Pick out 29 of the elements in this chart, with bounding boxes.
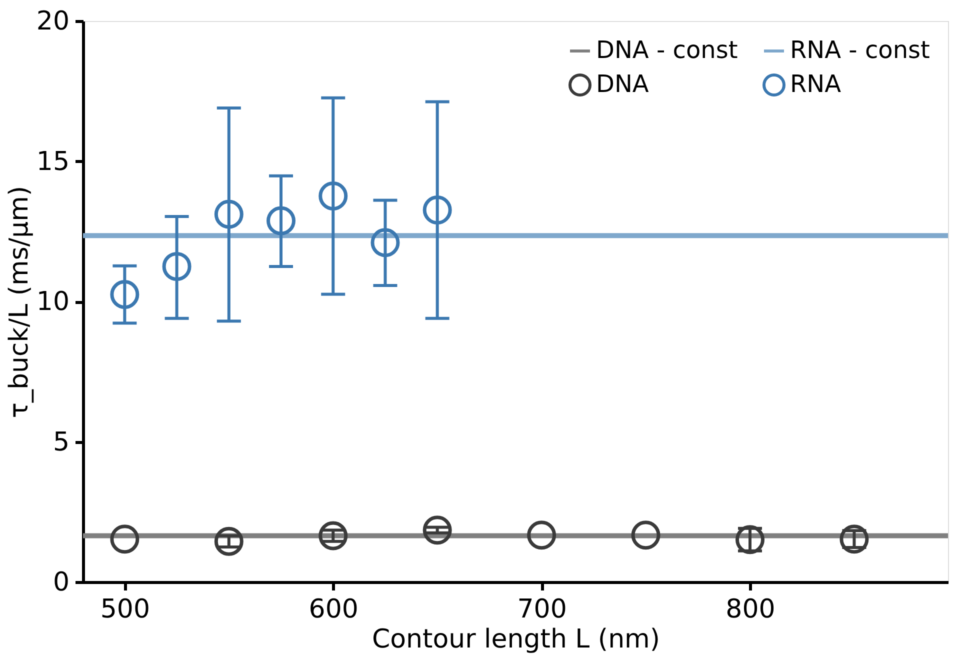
point (318, 521, 348, 550)
point (110, 524, 140, 554)
legend-label: DNA - const (596, 36, 738, 64)
point (370, 228, 400, 258)
y-tick-label: 10 (36, 287, 70, 317)
x-tick-label: 800 (726, 594, 776, 624)
point (110, 280, 140, 309)
legend-label: RNA (790, 70, 842, 98)
point (266, 206, 296, 236)
point (214, 526, 244, 556)
point (631, 520, 660, 550)
point (214, 200, 244, 229)
y-tick-label: 0 (52, 568, 70, 598)
x-tick-label: 700 (517, 594, 567, 624)
x-tick-label: 500 (100, 594, 150, 624)
x-tick-label: 600 (308, 594, 358, 624)
legend-label: DNA (596, 70, 650, 98)
point (162, 252, 192, 281)
point (527, 520, 556, 550)
point (840, 524, 869, 554)
point (422, 516, 452, 545)
y-tick-label: 20 (36, 6, 70, 36)
x-axis-title: Contour length L (nm) (372, 624, 660, 654)
legend-label: RNA - const (790, 36, 930, 64)
y-tick-label: 15 (36, 146, 70, 177)
y-axis-title: τ_buck/L (ms/μm) (4, 186, 34, 418)
point (422, 196, 452, 225)
y-tick-label: 5 (52, 427, 70, 458)
point (318, 182, 348, 211)
